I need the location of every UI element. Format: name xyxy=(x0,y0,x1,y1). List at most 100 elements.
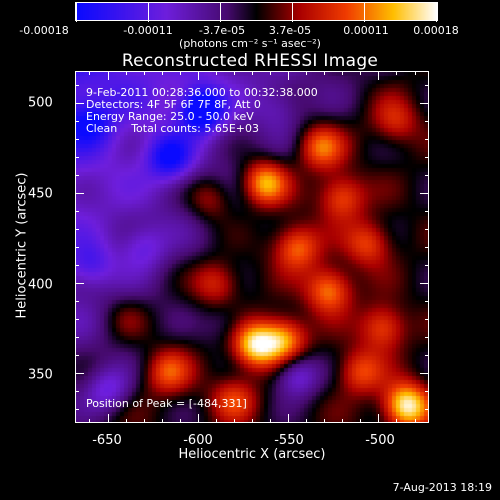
plot-area: 9-Feb-2011 00:28:36.000 to 00:32:38.000 … xyxy=(75,71,429,423)
axis-tick xyxy=(75,121,79,123)
axis-tick xyxy=(143,71,145,75)
axis-tick xyxy=(75,175,79,177)
axis-tick xyxy=(75,372,84,374)
axis-tick xyxy=(107,71,109,80)
axis-tick xyxy=(125,71,127,75)
axis-tick xyxy=(233,71,235,75)
axis-tick xyxy=(425,121,429,123)
axis-tick xyxy=(396,419,398,423)
axis-tick xyxy=(414,71,416,75)
colorbar-tick-label: -3.7e-05 xyxy=(198,24,246,37)
axis-tick xyxy=(89,419,91,423)
y-tick-label: 500 xyxy=(28,95,53,111)
axis-tick xyxy=(75,247,79,248)
x-tick-label: -500 xyxy=(365,433,395,448)
axis-tick xyxy=(161,419,163,423)
axis-tick xyxy=(425,354,429,356)
axis-tick xyxy=(414,419,416,423)
colorbar-tick-label: 0.00018 xyxy=(413,24,459,37)
axis-tick xyxy=(420,103,429,105)
axis-tick xyxy=(425,390,429,392)
axis-tick xyxy=(233,419,235,423)
axis-tick xyxy=(306,71,308,75)
axis-tick xyxy=(420,193,429,195)
heatmap-image xyxy=(76,72,428,422)
axis-tick xyxy=(252,71,253,75)
colorbar-tick xyxy=(220,3,221,22)
y-tick-label: 350 xyxy=(28,367,53,383)
colorbar-tick-label: -0.00011 xyxy=(123,24,173,37)
axis-tick xyxy=(125,419,127,423)
axis-tick xyxy=(425,264,429,266)
timestamp: 7-Aug-2013 18:19 xyxy=(392,481,492,494)
y-tick-label: 400 xyxy=(28,277,53,293)
axis-tick xyxy=(75,408,79,410)
axis-tick xyxy=(425,157,429,159)
axis-tick xyxy=(75,282,84,284)
axis-tick xyxy=(75,300,79,302)
axis-tick xyxy=(75,157,79,159)
axis-tick xyxy=(75,85,79,87)
y-tick-label: 450 xyxy=(28,186,53,202)
axis-tick xyxy=(75,139,79,141)
axis-tick xyxy=(425,175,429,177)
axis-tick xyxy=(179,71,181,75)
colorbar-tick xyxy=(76,3,77,22)
axis-tick xyxy=(75,354,79,356)
axis-tick xyxy=(75,211,79,213)
axis-tick xyxy=(420,282,429,284)
peak-position-label: Position of Peak = [-484,331] xyxy=(86,397,247,410)
axis-tick xyxy=(425,85,429,87)
energy-range-label: Energy Range: 25.0 - 50.0 keV xyxy=(86,110,254,123)
axis-tick xyxy=(420,372,429,374)
axis-tick xyxy=(425,408,429,410)
axis-tick xyxy=(89,71,91,75)
axis-tick xyxy=(396,71,398,75)
x-tick-label: -550 xyxy=(274,433,304,448)
colorbar-tick xyxy=(436,3,437,22)
colorbar-tick-label: 0.00011 xyxy=(343,24,389,37)
axis-tick xyxy=(425,229,429,231)
axis-tick xyxy=(75,193,84,195)
axis-tick xyxy=(360,419,362,423)
axis-tick xyxy=(270,71,272,75)
axis-tick xyxy=(342,419,344,423)
colorbar-units: (photons cm⁻² s⁻¹ asec⁻²) xyxy=(179,37,321,50)
colorbar-tick-label: 3.7e-05 xyxy=(268,24,312,37)
axis-tick xyxy=(324,419,326,423)
axis-tick xyxy=(288,71,290,80)
axis-tick xyxy=(270,419,272,423)
x-tick-label: -650 xyxy=(92,433,122,448)
chart-title: Reconstructed RHESSI Image xyxy=(121,51,379,71)
axis-tick xyxy=(324,71,326,75)
axis-tick xyxy=(425,247,429,248)
x-tick-label: -600 xyxy=(183,433,213,448)
axis-tick xyxy=(378,71,380,80)
axis-tick xyxy=(75,390,79,392)
axis-tick xyxy=(360,71,362,75)
axis-tick xyxy=(75,103,84,105)
axis-tick xyxy=(75,264,79,266)
colorbar xyxy=(75,2,438,22)
axis-tick xyxy=(425,336,429,338)
axis-tick xyxy=(143,419,145,423)
axis-tick xyxy=(197,414,199,423)
axis-tick xyxy=(425,139,429,141)
axis-tick xyxy=(215,419,217,423)
axis-tick xyxy=(378,414,380,423)
axis-tick xyxy=(107,414,109,423)
axis-tick xyxy=(425,300,429,302)
axis-tick xyxy=(75,336,79,338)
axis-tick xyxy=(252,419,253,423)
x-axis-label: Heliocentric X (arcsec) xyxy=(178,447,326,462)
y-axis-label: Heliocentric Y (arcsec) xyxy=(14,172,30,319)
clean-counts-label: Clean Total counts: 5.65E+03 xyxy=(86,122,260,135)
axis-tick xyxy=(179,419,181,423)
axis-tick xyxy=(75,318,79,320)
axis-tick xyxy=(288,414,290,423)
axis-tick xyxy=(161,71,163,75)
axis-tick xyxy=(342,71,344,75)
colorbar-tick-label: -0.00018 xyxy=(19,24,69,37)
axis-tick xyxy=(75,229,79,231)
colorbar-tick xyxy=(292,3,293,22)
